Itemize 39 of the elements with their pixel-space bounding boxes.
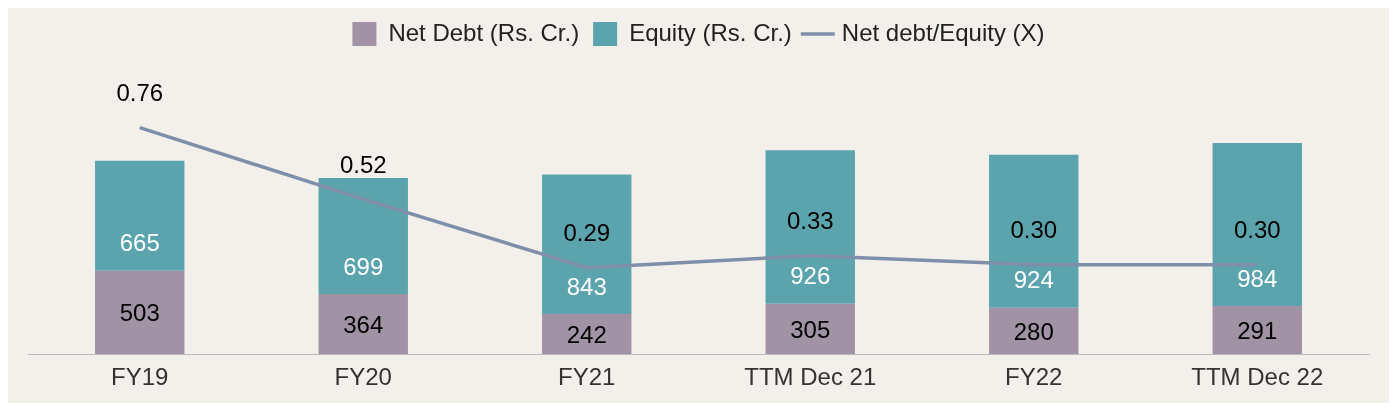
data-label: 0.30	[1233, 216, 1281, 244]
data-label: 364	[343, 310, 384, 338]
data-label: 984	[1237, 264, 1278, 292]
data-label: 699	[343, 252, 384, 280]
x-tick-label: FY19	[111, 363, 169, 391]
x-tick-label: TTM Dec 22	[1191, 363, 1324, 391]
x-tick-label: FY20	[334, 363, 392, 391]
data-label: 242	[566, 320, 607, 348]
data-label: 843	[566, 272, 607, 300]
bar	[765, 150, 855, 304]
data-label: 926	[790, 262, 831, 290]
bar	[318, 293, 408, 355]
data-label: 280	[1013, 317, 1054, 345]
x-tick-label: FY22	[1005, 363, 1063, 391]
bar	[989, 307, 1079, 355]
legend-label: Net Debt (Rs. Cr.)	[388, 18, 580, 46]
data-label: 0.33	[786, 207, 834, 235]
x-tick-label: FY21	[558, 363, 616, 391]
legend-label: Equity (Rs. Cr.)	[629, 18, 792, 46]
data-label: 0.29	[563, 219, 611, 247]
data-label: 503	[119, 299, 160, 327]
bar	[95, 270, 185, 355]
data-label: 924	[1013, 266, 1054, 294]
data-label: 665	[119, 229, 160, 257]
data-label: 291	[1237, 316, 1278, 344]
bar	[765, 303, 855, 355]
legend-label: Net debt/Equity (X)	[841, 18, 1045, 46]
x-tick-label: TTM Dec 21	[744, 363, 877, 391]
data-label: 0.76	[116, 79, 164, 107]
data-label: 0.52	[339, 150, 387, 178]
bar	[318, 178, 408, 294]
bar	[542, 174, 632, 315]
data-label: 0.30	[1010, 216, 1058, 244]
data-label: 305	[790, 315, 831, 343]
bar	[1212, 305, 1302, 355]
bar	[989, 154, 1079, 308]
bar	[542, 314, 632, 355]
bar	[95, 160, 185, 271]
bar	[1212, 142, 1302, 306]
